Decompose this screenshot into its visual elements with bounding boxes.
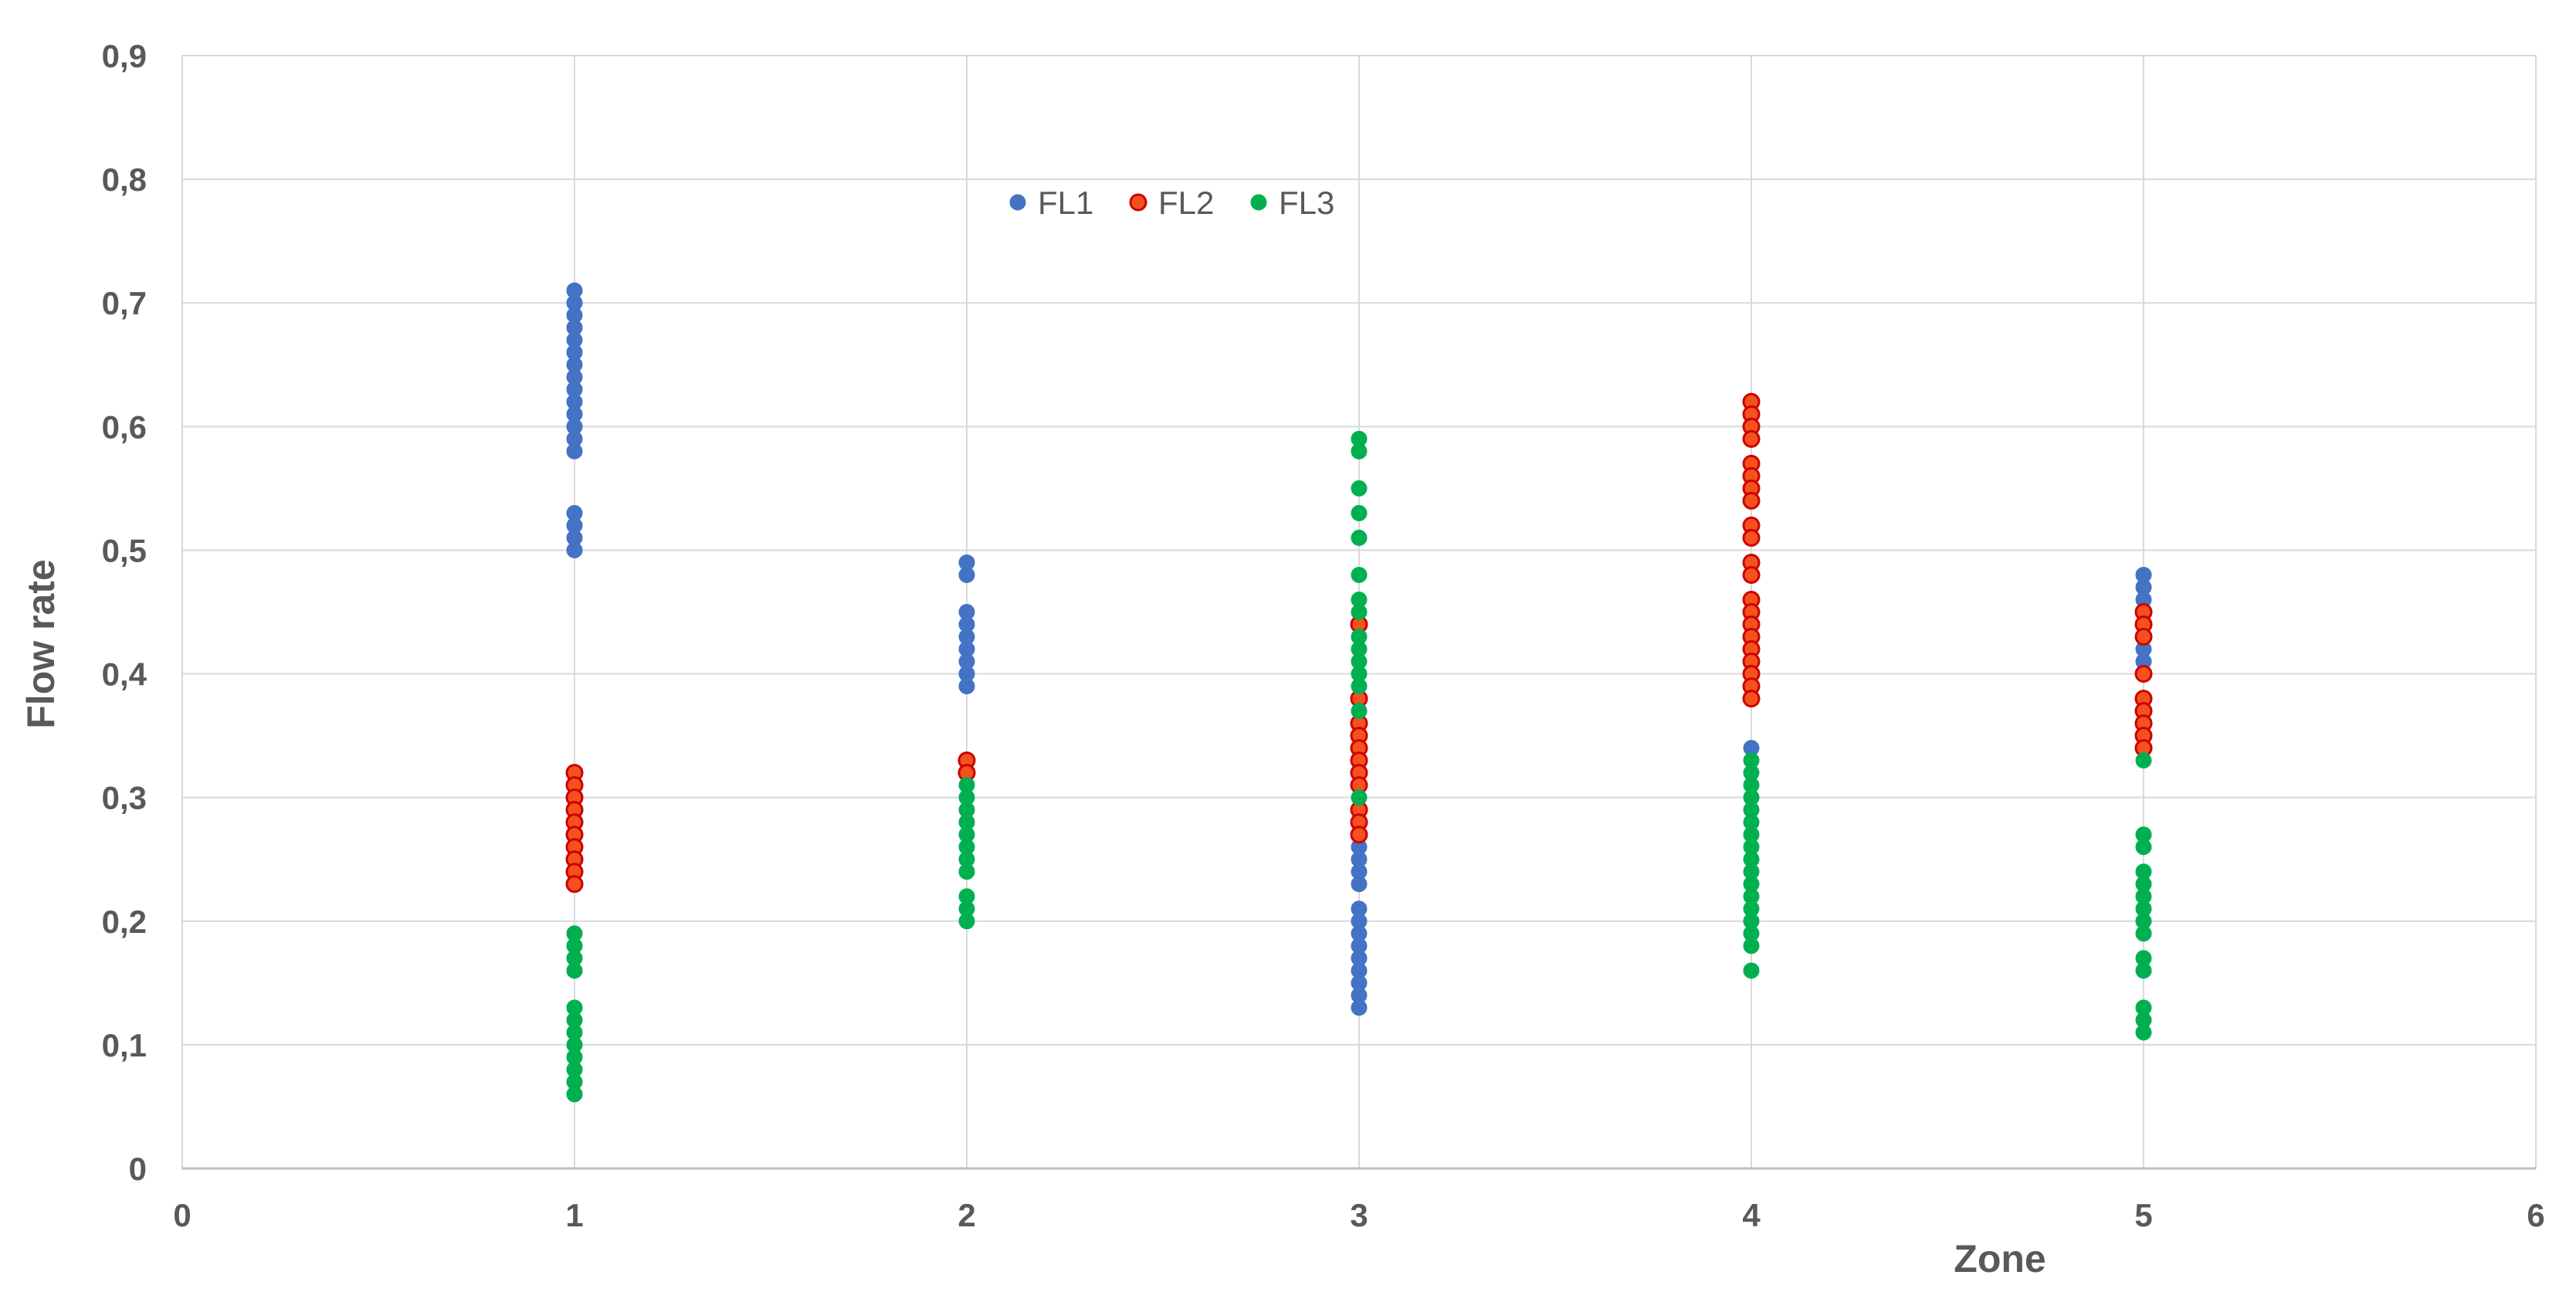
data-point-fl2 <box>2134 628 2153 646</box>
x-tick-label: 1 <box>565 1197 583 1233</box>
data-point-fl3 <box>566 962 583 979</box>
data-point-fl3 <box>2135 925 2152 942</box>
data-point-fl1 <box>1351 876 1368 893</box>
data-point-fl3 <box>1351 604 1368 620</box>
data-point-fl3 <box>1351 566 1368 583</box>
data-point-fl3 <box>1743 962 1760 979</box>
data-point-fl3 <box>1351 789 1368 806</box>
legend-item-fl2: FL2 <box>1129 185 1214 221</box>
data-point-fl2 <box>1742 528 1761 547</box>
data-point-fl3 <box>958 863 975 880</box>
data-point-fl1 <box>1351 999 1368 1016</box>
data-point-fl2 <box>1742 690 1761 708</box>
legend-label: FL2 <box>1158 185 1214 221</box>
data-point-fl3 <box>2135 962 2152 979</box>
data-point-fl3 <box>2135 839 2152 856</box>
data-point-fl2 <box>1742 429 1761 448</box>
data-point-fl3 <box>1743 938 1760 955</box>
series-fl1 <box>566 282 2152 1016</box>
series-fl3 <box>566 430 2152 1103</box>
x-axis-title: Zone <box>1954 1237 2046 1280</box>
points-layer <box>565 282 2153 1103</box>
x-tick-label: 3 <box>1350 1197 1368 1233</box>
data-point-fl3 <box>1351 529 1368 546</box>
y-tick-label: 0,5 <box>102 532 147 568</box>
y-tick-label: 0,4 <box>102 656 147 693</box>
data-point-fl3 <box>2135 752 2152 769</box>
legend-marker <box>1129 193 1147 212</box>
data-point-fl2 <box>1742 491 1761 510</box>
y-tick-label: 0,8 <box>102 161 147 198</box>
y-axis-title: Flow rate <box>19 559 63 728</box>
data-point-fl1 <box>566 443 583 459</box>
y-tick-label: 0,6 <box>102 409 147 445</box>
data-point-fl3 <box>1351 703 1368 720</box>
x-tick-label: 6 <box>2527 1197 2544 1233</box>
y-tick-label: 0,2 <box>102 904 147 940</box>
x-tick-label: 0 <box>173 1197 191 1233</box>
y-tick-label: 0 <box>129 1151 147 1187</box>
data-point-fl2 <box>2134 665 2153 683</box>
data-point-fl3 <box>958 913 975 930</box>
legend-marker <box>1009 194 1026 211</box>
x-tick-label: 5 <box>2134 1197 2152 1233</box>
y-tick-label: 0,1 <box>102 1027 147 1063</box>
legend-item-fl3: FL3 <box>1250 185 1334 221</box>
y-tick-label: 0,7 <box>102 285 147 321</box>
data-point-fl1 <box>958 678 975 695</box>
data-point-fl1 <box>958 566 975 583</box>
data-point-fl3 <box>1351 504 1368 521</box>
x-tick-label: 4 <box>1742 1197 1761 1233</box>
data-point-fl2 <box>1350 826 1368 844</box>
legend-label: FL1 <box>1038 185 1093 221</box>
y-tick-label: 0,3 <box>102 780 147 816</box>
series-fl2 <box>565 392 2153 894</box>
legend-marker <box>1250 194 1267 211</box>
x-tick-label: 2 <box>958 1197 975 1233</box>
legend: FL1 FL2 FL3 <box>1009 185 1334 221</box>
y-tick-label: 0,9 <box>102 38 147 74</box>
data-point-fl3 <box>566 1086 583 1103</box>
legend-label: FL3 <box>1279 185 1334 221</box>
data-point-fl3 <box>1351 443 1368 459</box>
data-point-fl2 <box>565 875 584 894</box>
data-point-fl3 <box>1351 678 1368 695</box>
axis-layer: 0 0,1 0,2 0,3 0,4 0,5 0,6 0,7 0,8 0,9 0 1 2 3 4 5 6 <box>102 38 2545 1233</box>
data-point-fl3 <box>2135 1024 2152 1041</box>
legend-item-fl1: FL1 <box>1009 185 1093 221</box>
data-point-fl3 <box>1351 480 1368 497</box>
data-point-fl1 <box>566 541 583 558</box>
data-point-fl2 <box>1742 565 1761 584</box>
